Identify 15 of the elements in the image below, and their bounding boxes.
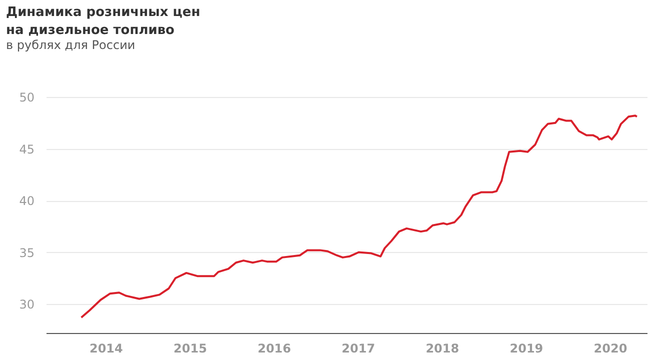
x-tick-label: 2014 xyxy=(89,342,123,356)
line-series xyxy=(80,114,638,318)
chart-subtitle: в рублях для России xyxy=(6,38,136,52)
x-tick-label: 2017 xyxy=(342,342,376,356)
y-tick-label: 50 xyxy=(19,90,34,104)
x-tick-label: 2016 xyxy=(258,342,291,356)
chart-title: Динамика розничных цен на дизельное топливо xyxy=(6,5,200,38)
x-tick-label: 2020 xyxy=(594,342,628,356)
x-tick-label: 2019 xyxy=(510,342,544,356)
x-tick-label: 2018 xyxy=(426,342,460,356)
y-tick-label: 40 xyxy=(19,194,34,208)
x-tick-label: 2015 xyxy=(174,342,207,356)
y-tick-label: 30 xyxy=(19,298,34,312)
y-tick-label: 45 xyxy=(19,142,34,156)
y-tick-label: 35 xyxy=(19,246,34,260)
